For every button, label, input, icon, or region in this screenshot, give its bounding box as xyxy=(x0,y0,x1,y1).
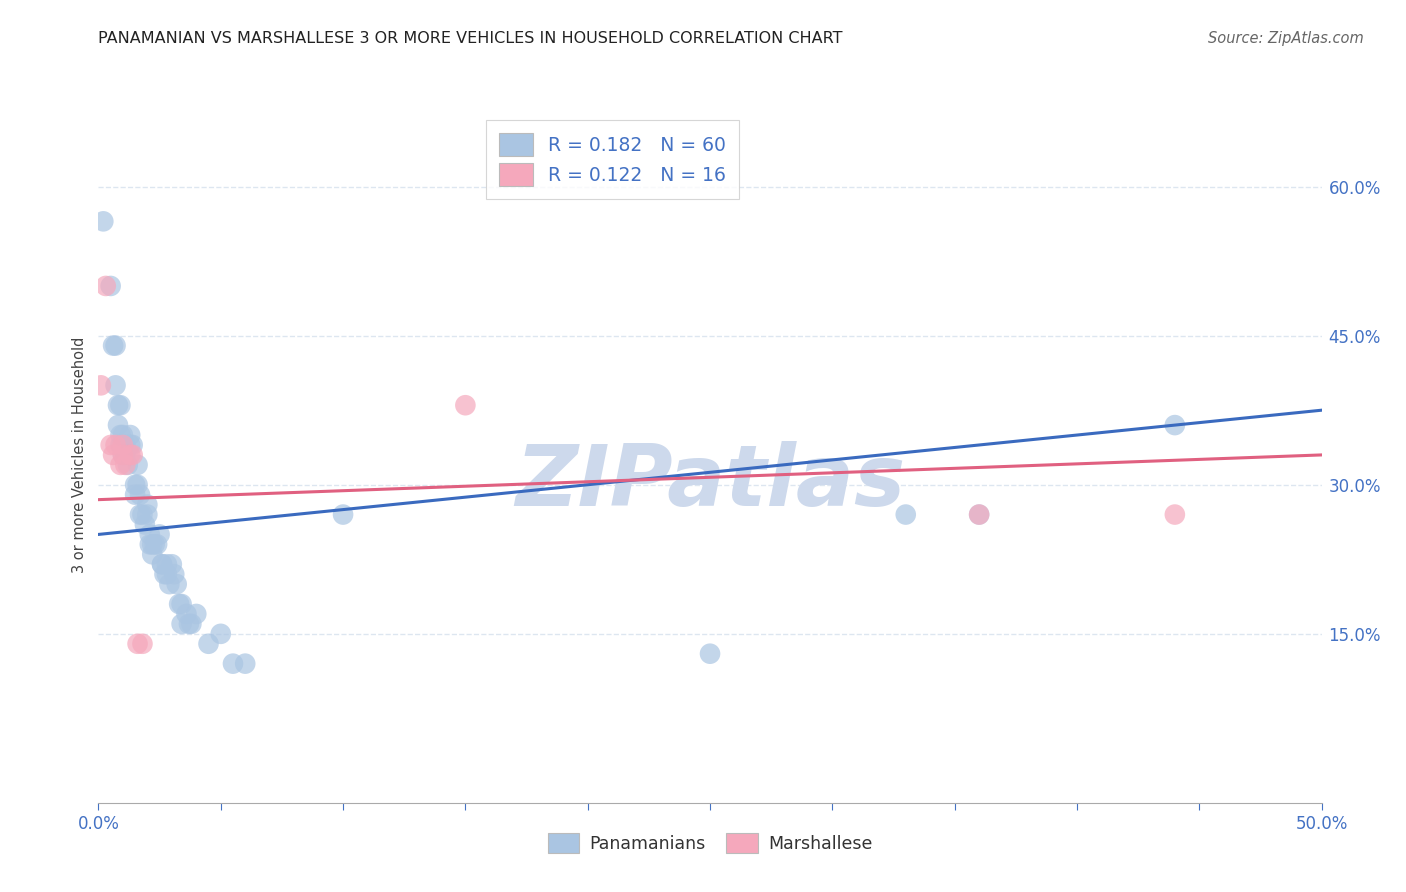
Point xyxy=(1164,508,1187,522)
Text: Source: ZipAtlas.com: Source: ZipAtlas.com xyxy=(1208,31,1364,46)
Point xyxy=(139,537,162,551)
Point xyxy=(146,537,169,551)
Point xyxy=(110,438,132,452)
Point xyxy=(94,279,117,293)
Point xyxy=(160,558,183,572)
Point xyxy=(332,508,354,522)
Point xyxy=(153,567,176,582)
Point xyxy=(143,537,166,551)
Point xyxy=(121,438,143,452)
Point xyxy=(124,488,146,502)
Point xyxy=(110,458,132,472)
Point xyxy=(129,508,152,522)
Point xyxy=(101,338,124,352)
Point xyxy=(454,398,477,412)
Point xyxy=(131,508,153,522)
Point xyxy=(111,428,134,442)
Point xyxy=(107,418,129,433)
Point xyxy=(136,508,159,522)
Point xyxy=(114,448,136,462)
Point xyxy=(136,498,159,512)
Point xyxy=(197,637,219,651)
Point xyxy=(149,527,172,541)
Point xyxy=(156,558,179,572)
Point xyxy=(967,508,990,522)
Point xyxy=(167,597,190,611)
Point xyxy=(170,597,193,611)
Point xyxy=(104,378,127,392)
Point xyxy=(117,458,139,472)
Point xyxy=(101,448,124,462)
Text: PANAMANIAN VS MARSHALLESE 3 OR MORE VEHICLES IN HOUSEHOLD CORRELATION CHART: PANAMANIAN VS MARSHALLESE 3 OR MORE VEHI… xyxy=(98,31,844,46)
Point xyxy=(91,214,114,228)
Point xyxy=(150,558,173,572)
Point xyxy=(1164,418,1187,433)
Point xyxy=(131,637,153,651)
Point xyxy=(150,558,173,572)
Point xyxy=(967,508,990,522)
Point xyxy=(176,607,198,621)
Point xyxy=(110,398,132,412)
Point xyxy=(127,458,149,472)
Point xyxy=(111,438,134,452)
Point xyxy=(157,577,180,591)
Point xyxy=(127,477,149,491)
Point xyxy=(156,567,179,582)
Text: ZIPatlas: ZIPatlas xyxy=(515,442,905,524)
Point xyxy=(894,508,917,522)
Point xyxy=(100,438,122,452)
Point xyxy=(90,378,112,392)
Point xyxy=(107,398,129,412)
Point xyxy=(111,448,134,462)
Point xyxy=(114,438,136,452)
Point xyxy=(100,279,122,293)
Point xyxy=(222,657,245,671)
Point xyxy=(121,448,143,462)
Point xyxy=(120,448,142,462)
Legend: Panamanians, Marshallese: Panamanians, Marshallese xyxy=(541,826,879,860)
Point xyxy=(177,616,200,631)
Point xyxy=(699,647,721,661)
Point xyxy=(110,428,132,442)
Point xyxy=(120,428,142,442)
Point xyxy=(170,616,193,631)
Point xyxy=(134,517,156,532)
Point xyxy=(233,657,256,671)
Point xyxy=(120,438,142,452)
Point xyxy=(186,607,208,621)
Point xyxy=(127,637,149,651)
Point xyxy=(104,438,127,452)
Point xyxy=(166,577,188,591)
Point xyxy=(111,448,134,462)
Point xyxy=(163,567,186,582)
Point xyxy=(124,477,146,491)
Point xyxy=(129,488,152,502)
Point xyxy=(114,458,136,472)
Point xyxy=(209,627,232,641)
Point xyxy=(141,537,163,551)
Point xyxy=(180,616,202,631)
Y-axis label: 3 or more Vehicles in Household: 3 or more Vehicles in Household xyxy=(72,337,87,573)
Point xyxy=(141,547,163,561)
Point xyxy=(104,338,127,352)
Point xyxy=(139,527,162,541)
